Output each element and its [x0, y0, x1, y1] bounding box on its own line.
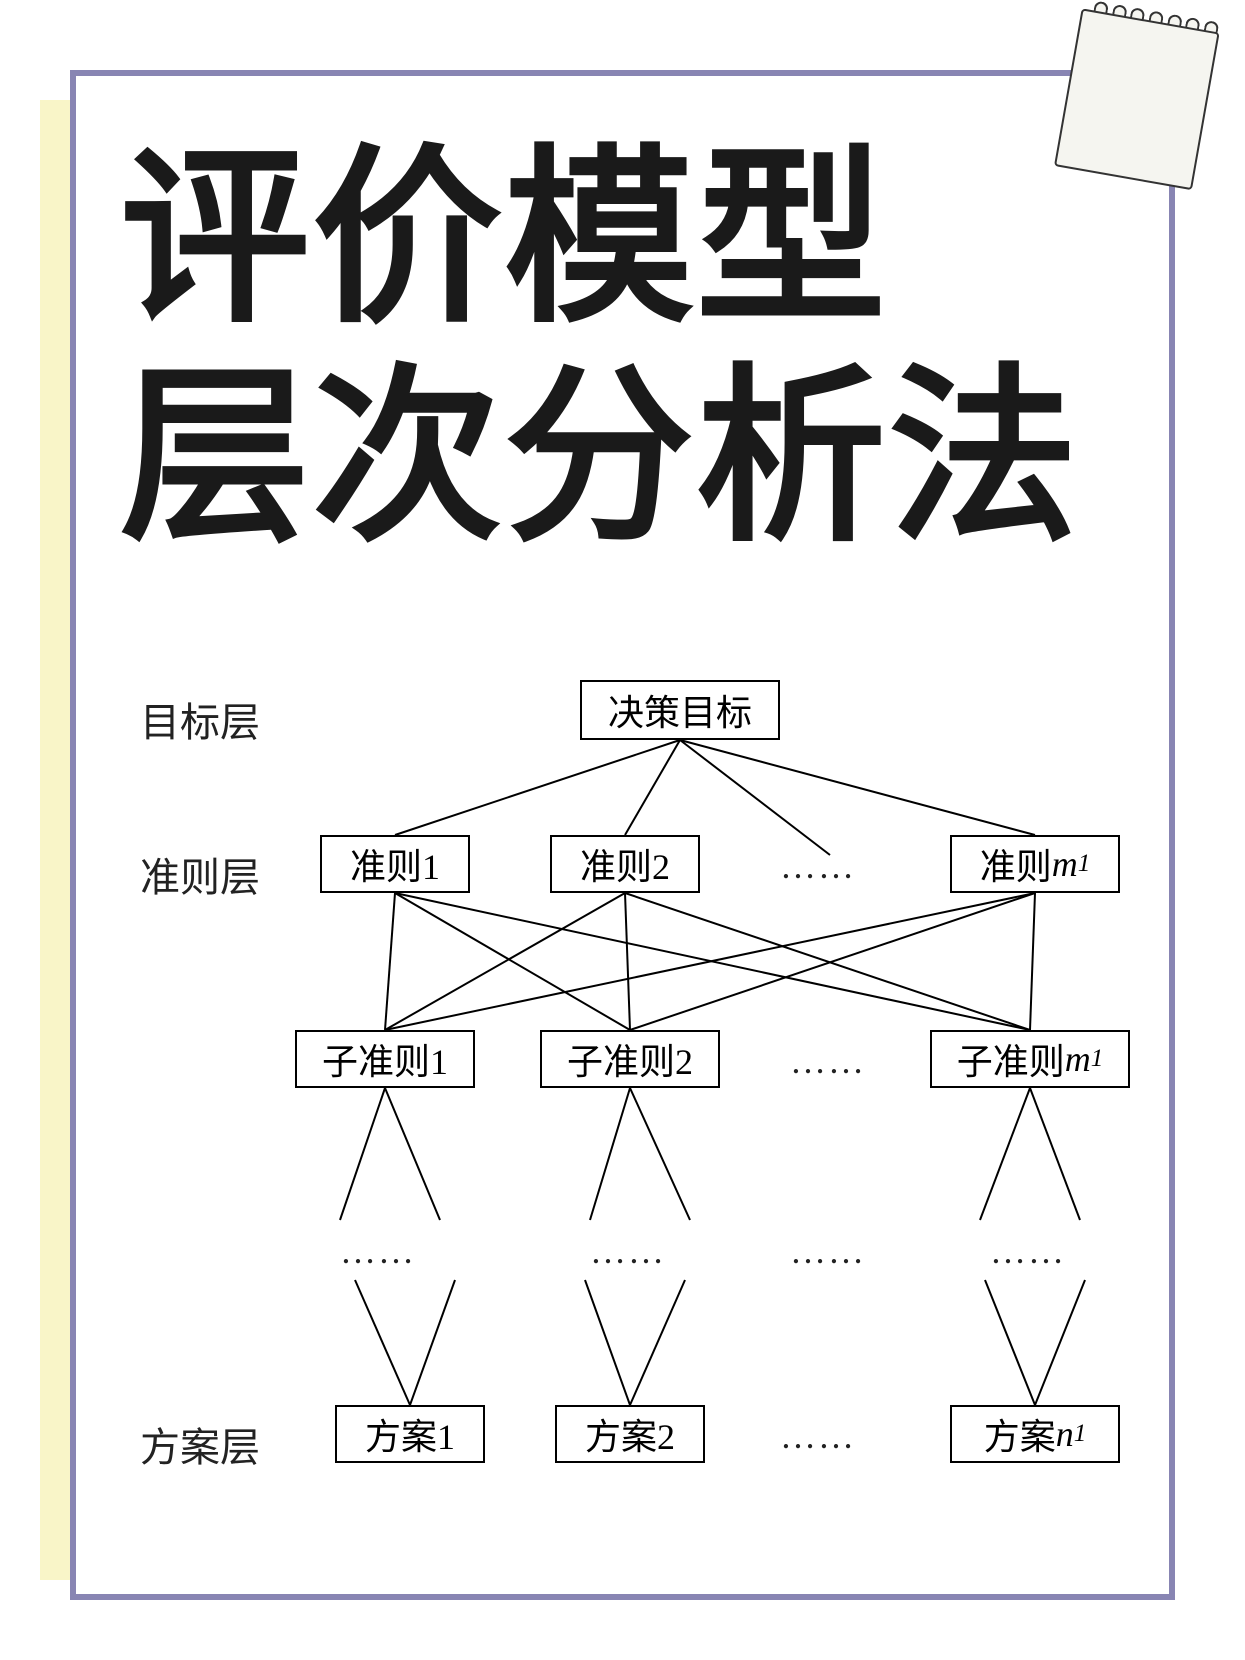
node-goal: 决策目标 — [580, 680, 780, 740]
title-line-1: 评价模型 — [120, 130, 1165, 349]
node-alt-n: 方案n1 — [950, 1405, 1120, 1463]
dots-alternatives: …… — [780, 1415, 856, 1457]
dots-mid-1: …… — [340, 1230, 416, 1272]
layer-label-goal: 目标层 — [140, 690, 260, 748]
hierarchy-diagram: 目标层 准则层 方案层 决策目标 准则1 准则2 …… 准则m1 子准则1 子准… — [100, 660, 1150, 1540]
node-alt2: 方案2 — [555, 1405, 705, 1463]
node-sub1: 子准则1 — [295, 1030, 475, 1088]
dots-mid-4: …… — [990, 1230, 1066, 1272]
node-crit2: 准则2 — [550, 835, 700, 893]
notepad-icon — [1051, 8, 1230, 211]
dots-criteria: …… — [780, 845, 856, 887]
page-title: 评价模型 层次分析法 — [120, 130, 1165, 567]
node-alt1: 方案1 — [335, 1405, 485, 1463]
dots-subcriteria: …… — [790, 1040, 866, 1082]
layer-label-criteria: 准则层 — [140, 845, 260, 903]
node-sub-m: 子准则m1 — [930, 1030, 1130, 1088]
node-sub2: 子准则2 — [540, 1030, 720, 1088]
layer-label-alternatives: 方案层 — [140, 1415, 260, 1473]
node-crit1: 准则1 — [320, 835, 470, 893]
dots-mid-3: …… — [790, 1230, 866, 1272]
title-line-2: 层次分析法 — [120, 349, 1165, 568]
node-crit-m: 准则m1 — [950, 835, 1120, 893]
dots-mid-2: …… — [590, 1230, 666, 1272]
